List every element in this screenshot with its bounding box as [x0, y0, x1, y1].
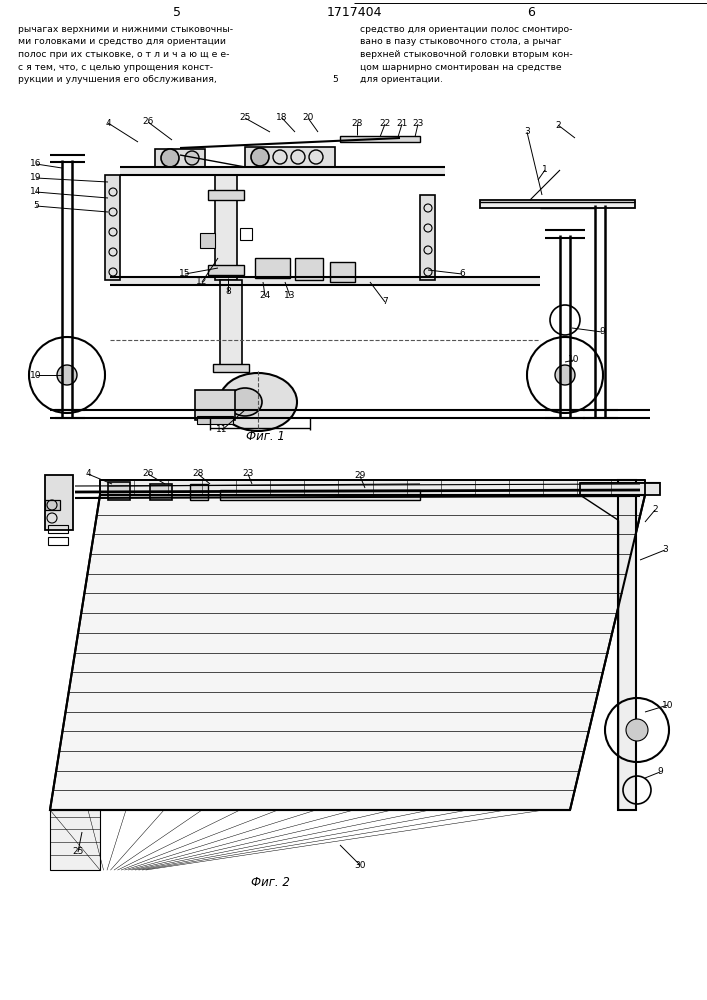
Text: 25: 25	[72, 848, 83, 856]
Text: 5: 5	[33, 202, 39, 211]
Text: рукции и улучшения его обслуживания,: рукции и улучшения его обслуживания,	[18, 75, 217, 84]
Text: 10: 10	[662, 700, 674, 710]
Text: 22: 22	[380, 119, 391, 128]
Text: 13: 13	[284, 292, 296, 300]
Text: 6: 6	[527, 5, 535, 18]
Text: 9: 9	[657, 768, 663, 776]
Text: с я тем, что, с целью упрощения конст-: с я тем, что, с целью упрощения конст-	[18, 62, 213, 72]
Text: 10: 10	[30, 370, 42, 379]
Bar	[105, 175, 120, 280]
Text: 7: 7	[382, 298, 388, 306]
Text: цом шарнирно смонтирован на средстве: цом шарнирно смонтирован на средстве	[360, 62, 561, 72]
Text: 19: 19	[30, 174, 42, 182]
Bar	[190, 484, 208, 500]
Bar	[48, 525, 68, 533]
Text: Фиг. 1: Фиг. 1	[245, 430, 284, 444]
Polygon shape	[50, 495, 645, 810]
Text: 10: 10	[568, 356, 580, 364]
Text: 30: 30	[354, 860, 366, 869]
Circle shape	[185, 151, 199, 165]
Text: 2: 2	[652, 506, 658, 514]
Text: 11: 11	[216, 426, 228, 434]
Text: 29: 29	[354, 472, 366, 481]
Text: ми головками и средство для ориентации: ми головками и средство для ориентации	[18, 37, 226, 46]
Text: полос при их стыковке, о т л и ч а ю щ е е-: полос при их стыковке, о т л и ч а ю щ е…	[18, 50, 230, 59]
Text: 12: 12	[197, 277, 208, 286]
Bar	[208, 190, 244, 200]
Text: 4: 4	[105, 118, 111, 127]
Bar	[155, 149, 205, 167]
Text: 24: 24	[259, 292, 271, 300]
Polygon shape	[50, 810, 100, 870]
Text: рычагах верхними и нижними стыковочны-: рычагах верхними и нижними стыковочны-	[18, 25, 233, 34]
Circle shape	[161, 149, 179, 167]
Text: 3: 3	[662, 546, 668, 554]
Bar	[48, 537, 68, 545]
Text: 15: 15	[180, 269, 191, 278]
Text: 1: 1	[542, 165, 548, 174]
Text: 18: 18	[276, 113, 288, 122]
Circle shape	[57, 365, 77, 385]
Text: 14: 14	[30, 188, 42, 196]
Polygon shape	[100, 480, 645, 495]
Bar	[295, 258, 323, 280]
Text: 23: 23	[243, 470, 254, 479]
Bar	[340, 136, 420, 142]
Text: 16: 16	[30, 159, 42, 168]
Ellipse shape	[228, 388, 262, 416]
Text: 3: 3	[524, 127, 530, 136]
Text: верхней стыковочной головки вторым кон-: верхней стыковочной головки вторым кон-	[360, 50, 573, 59]
Text: 2: 2	[555, 120, 561, 129]
Text: 26: 26	[142, 470, 153, 479]
Bar	[215, 175, 237, 280]
Text: 5: 5	[173, 5, 181, 18]
Circle shape	[251, 148, 269, 166]
Text: 1717404: 1717404	[326, 5, 382, 18]
Bar	[580, 483, 660, 495]
Circle shape	[555, 365, 575, 385]
Bar	[195, 390, 235, 420]
Bar	[240, 228, 252, 240]
Text: 20: 20	[303, 113, 314, 122]
Bar	[110, 277, 540, 285]
Bar	[618, 480, 636, 810]
Text: 23: 23	[412, 119, 423, 128]
Text: вано в пазу стыковочного стола, а рычаг: вано в пазу стыковочного стола, а рычаг	[360, 37, 561, 46]
Text: 6: 6	[459, 269, 465, 278]
Bar	[220, 280, 242, 370]
Bar	[220, 490, 420, 500]
Text: 21: 21	[397, 119, 408, 128]
Text: 5: 5	[332, 75, 338, 84]
Text: Фиг. 2: Фиг. 2	[250, 876, 289, 888]
Bar	[200, 233, 215, 248]
Text: 8: 8	[225, 288, 231, 296]
Bar	[197, 416, 233, 424]
Ellipse shape	[219, 373, 297, 431]
Text: 25: 25	[239, 113, 251, 122]
Text: 28: 28	[351, 119, 363, 128]
Text: средство для ориентации полос смонтиро-: средство для ориентации полос смонтиро-	[360, 25, 573, 34]
Text: 28: 28	[192, 470, 204, 479]
Text: 9: 9	[599, 328, 605, 336]
Text: 4: 4	[85, 470, 90, 479]
Bar	[208, 265, 244, 275]
Bar	[330, 262, 355, 282]
Circle shape	[626, 719, 648, 741]
Bar	[213, 364, 249, 372]
Text: 26: 26	[142, 117, 153, 126]
Bar	[120, 167, 445, 175]
Bar	[150, 484, 172, 500]
Bar	[45, 500, 60, 510]
Bar	[108, 482, 130, 500]
Bar	[255, 258, 290, 278]
Text: для ориентации.: для ориентации.	[360, 75, 443, 84]
Bar	[480, 200, 635, 208]
Bar	[420, 195, 435, 280]
Bar	[45, 475, 73, 530]
Bar	[245, 147, 335, 167]
